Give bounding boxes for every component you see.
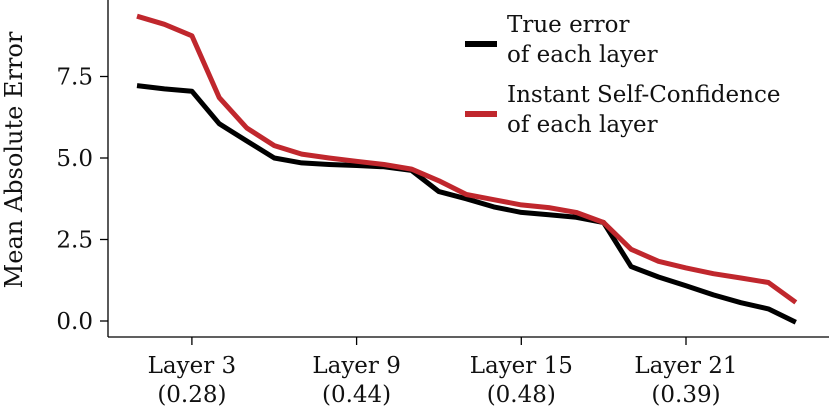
y-tick-label: 5.0: [56, 146, 93, 172]
y-tick-label: 7.5: [56, 65, 93, 91]
legend-label: of each layer: [507, 42, 658, 68]
x-tick-sublabel: (0.39): [651, 382, 720, 408]
y-axis-title: Mean Absolute Error: [0, 31, 28, 288]
x-tick-label: Layer 9: [312, 353, 401, 379]
legend-label: of each layer: [507, 112, 658, 138]
legend-label: Instant Self-Confidence: [507, 82, 780, 108]
x-tick-label: Layer 3: [148, 353, 237, 379]
legend-label: True error: [507, 12, 630, 38]
x-tick-sublabel: (0.44): [322, 382, 391, 408]
x-tick-label: Layer 21: [634, 353, 737, 379]
x-tick-sublabel: (0.28): [157, 382, 226, 408]
x-ticks: Layer 3 (0.28) Layer 9 (0.44) Layer 15 (0.48)…: [148, 337, 738, 408]
series-line-true-error: [136, 83, 797, 325]
y-tick-label: 0.0: [56, 309, 93, 335]
x-tick-sublabel: (0.48): [487, 382, 556, 408]
y-tick-label: 2.5: [56, 228, 93, 254]
x-tick-label: Layer 15: [470, 353, 573, 379]
series-line-self-confidence: [136, 13, 798, 305]
series-lines: [136, 13, 798, 325]
y-ticks: 0.0 2.5 5.0 7.5: [56, 65, 108, 335]
plot-area: 0.02.55.07.5 Layer 3(0.28)Layer 9(0.44)L…: [56, 0, 829, 408]
legend: True error of each layer Instant Self-Conf…: [465, 12, 780, 138]
